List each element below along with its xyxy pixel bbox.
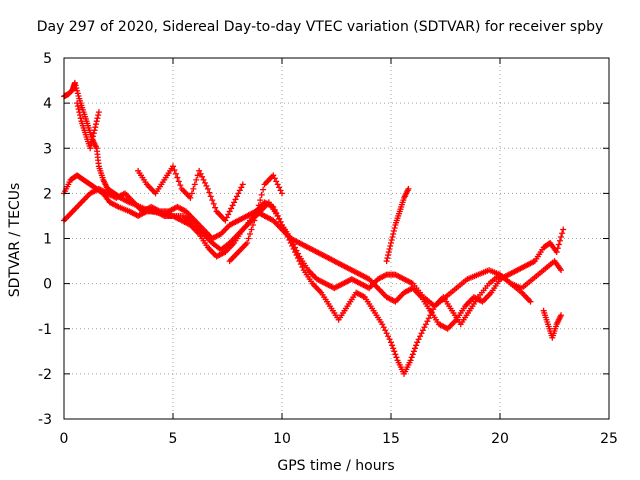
series-track-6 [226, 172, 285, 265]
data-point-markers [135, 163, 246, 224]
axis-ticks: 0 5 10 15 20 25 -3 -2 -1 0 1 2 3 4 5 [38, 51, 618, 447]
series-track-5 [135, 163, 246, 224]
y-tick-label: -1 [38, 322, 52, 338]
grid [64, 58, 609, 419]
data-point-markers [383, 185, 412, 265]
y-tick-label: 1 [43, 232, 52, 248]
y-tick-label: 5 [43, 51, 52, 67]
data-point-markers [540, 307, 565, 341]
y-tick-label: 0 [43, 277, 52, 293]
y-tick-label: -3 [38, 412, 52, 428]
y-tick-label: 4 [43, 96, 52, 112]
x-tick-label: 0 [60, 431, 69, 447]
y-tick-label: -2 [38, 367, 52, 383]
y-tick-label: 3 [43, 141, 52, 157]
x-tick-label: 20 [491, 431, 509, 447]
data-point-markers [74, 100, 102, 152]
series-track-8 [540, 307, 565, 341]
x-tick-label: 5 [169, 431, 178, 447]
data-point-markers [226, 172, 285, 265]
series-track-7 [383, 185, 412, 265]
y-axis-label: SDTVAR / TECUs [7, 183, 23, 298]
x-tick-label: 10 [273, 431, 291, 447]
chart-title: Day 297 of 2020, Sidereal Day-to-day VTE… [37, 19, 604, 35]
x-tick-label: 25 [600, 431, 618, 447]
y-tick-label: 2 [43, 186, 52, 202]
x-axis-label: GPS time / hours [277, 458, 394, 474]
x-tick-label: 15 [382, 431, 400, 447]
series-track-4 [74, 100, 102, 152]
